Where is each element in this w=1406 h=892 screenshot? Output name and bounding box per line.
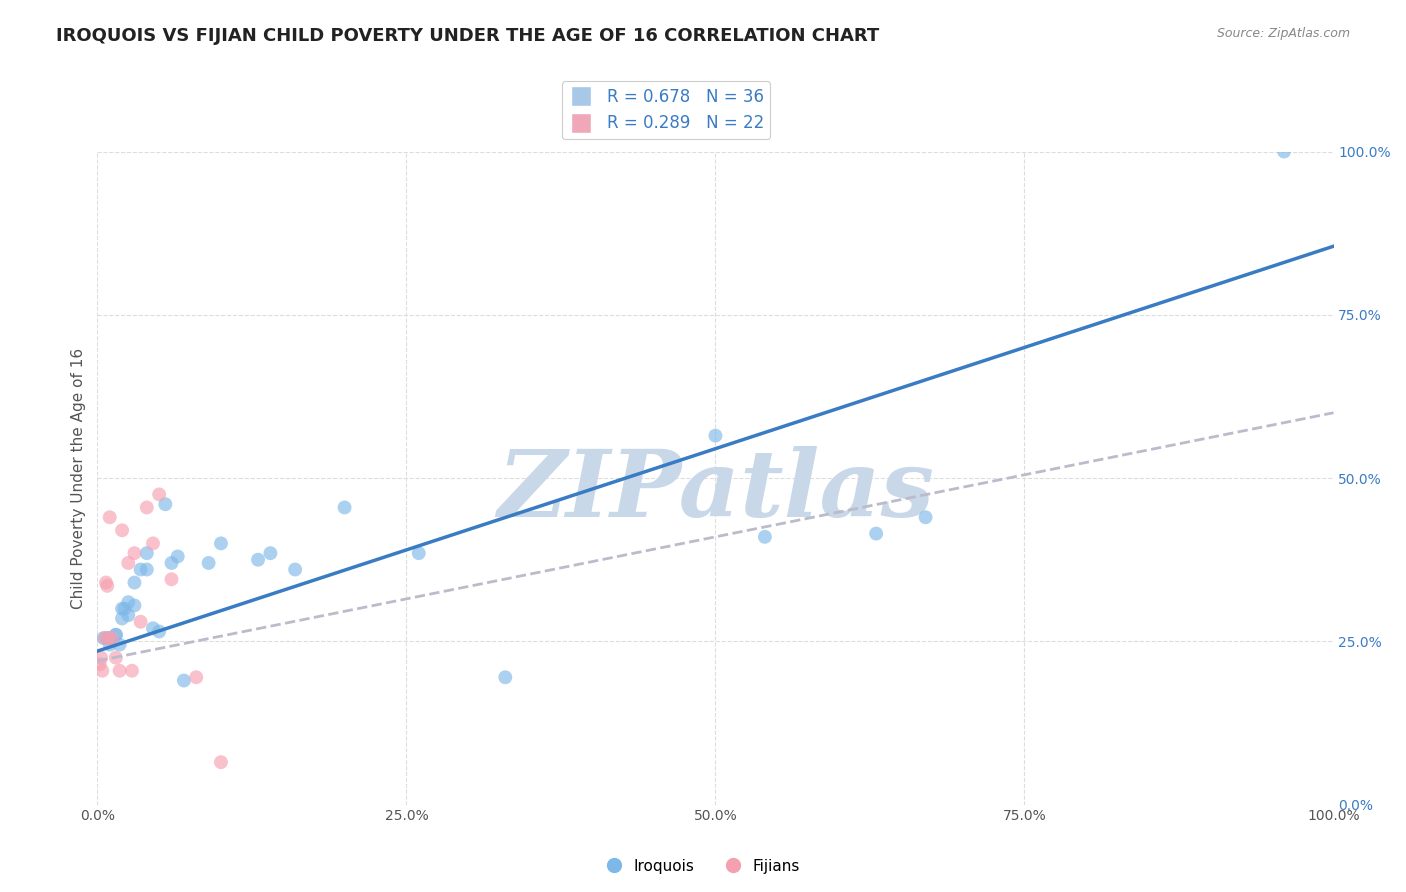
Legend: Iroquois, Fijians: Iroquois, Fijians bbox=[600, 853, 806, 880]
Point bbox=[135, 546, 157, 560]
Point bbox=[96, 579, 118, 593]
Text: ZIPatlas: ZIPatlas bbox=[496, 446, 934, 536]
Point bbox=[108, 664, 131, 678]
Point bbox=[111, 524, 134, 538]
Point bbox=[108, 638, 131, 652]
Point bbox=[142, 536, 165, 550]
Point bbox=[114, 601, 136, 615]
Text: IROQUOIS VS FIJIAN CHILD POVERTY UNDER THE AGE OF 16 CORRELATION CHART: IROQUOIS VS FIJIAN CHILD POVERTY UNDER T… bbox=[56, 27, 880, 45]
Point bbox=[865, 526, 887, 541]
Point bbox=[96, 631, 118, 645]
Point bbox=[408, 546, 430, 560]
Point bbox=[209, 536, 232, 550]
Point bbox=[94, 575, 117, 590]
Point bbox=[124, 599, 146, 613]
Point bbox=[160, 572, 183, 586]
Point bbox=[186, 670, 208, 684]
Point bbox=[129, 615, 152, 629]
Point bbox=[104, 628, 127, 642]
Point bbox=[166, 549, 188, 564]
Point bbox=[111, 611, 134, 625]
Point bbox=[148, 624, 170, 639]
Point bbox=[173, 673, 195, 688]
Point bbox=[117, 556, 139, 570]
Point bbox=[284, 562, 307, 576]
Point bbox=[142, 621, 165, 635]
Point bbox=[155, 497, 177, 511]
Point bbox=[333, 500, 356, 515]
Point bbox=[111, 601, 134, 615]
Point bbox=[129, 562, 152, 576]
Point bbox=[124, 575, 146, 590]
Point bbox=[98, 510, 121, 524]
Point bbox=[90, 650, 112, 665]
Point bbox=[124, 546, 146, 560]
Point bbox=[754, 530, 776, 544]
Point bbox=[101, 631, 124, 645]
Point bbox=[135, 562, 157, 576]
Point bbox=[197, 556, 219, 570]
Point bbox=[494, 670, 516, 684]
Point bbox=[94, 631, 117, 645]
Point bbox=[98, 638, 121, 652]
Point bbox=[121, 664, 143, 678]
Point bbox=[89, 657, 111, 672]
Point bbox=[104, 628, 127, 642]
Point bbox=[209, 755, 232, 769]
Point bbox=[97, 631, 120, 645]
Text: Source: ZipAtlas.com: Source: ZipAtlas.com bbox=[1216, 27, 1350, 40]
Point bbox=[91, 664, 114, 678]
Point bbox=[704, 428, 727, 442]
Point bbox=[93, 631, 115, 645]
Point bbox=[259, 546, 281, 560]
Point bbox=[160, 556, 183, 570]
Point bbox=[247, 552, 270, 566]
Point bbox=[148, 487, 170, 501]
Point bbox=[135, 500, 157, 515]
Point bbox=[117, 595, 139, 609]
Point bbox=[1272, 145, 1295, 159]
Point bbox=[104, 650, 127, 665]
Point bbox=[914, 510, 936, 524]
Legend: R = 0.678   N = 36, R = 0.289   N = 22: R = 0.678 N = 36, R = 0.289 N = 22 bbox=[561, 81, 770, 139]
Point bbox=[117, 608, 139, 623]
Y-axis label: Child Poverty Under the Age of 16: Child Poverty Under the Age of 16 bbox=[72, 348, 86, 608]
Point bbox=[98, 631, 121, 645]
